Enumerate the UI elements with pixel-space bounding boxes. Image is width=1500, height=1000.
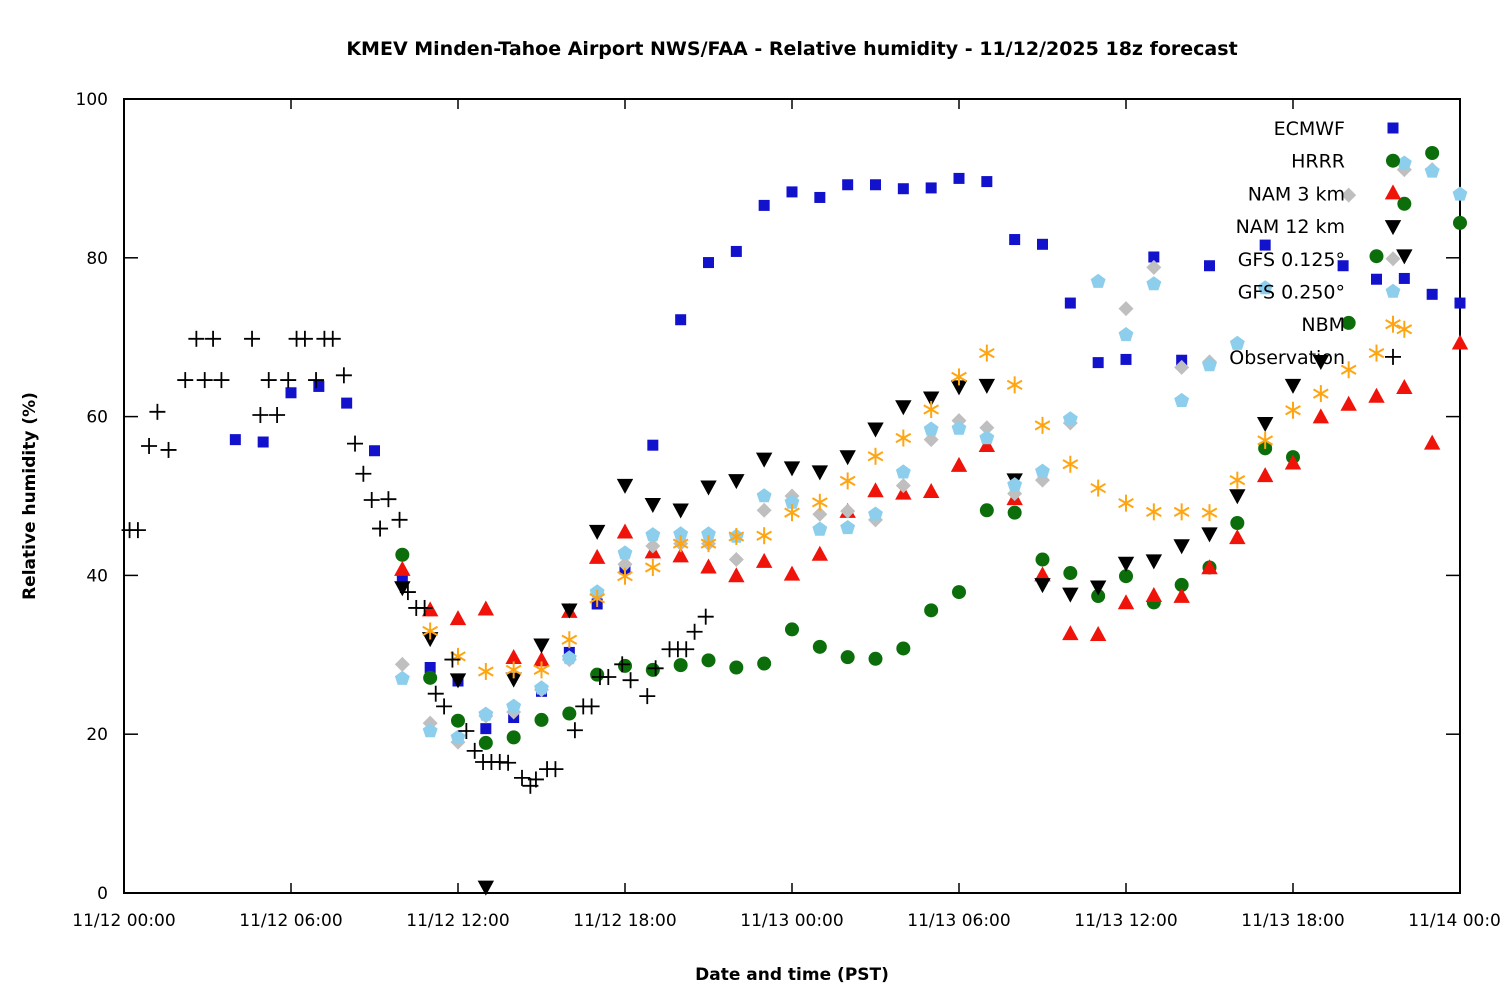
x-tick-label: 11/13 12:00 xyxy=(1074,911,1177,931)
legend-label: ECMWF xyxy=(1274,118,1345,140)
y-tick-label: 40 xyxy=(86,566,108,586)
legend-label: HRRR xyxy=(1291,151,1345,173)
series-nbm xyxy=(422,320,1413,680)
x-axis-label: Date and time (PST) xyxy=(695,965,889,985)
y-tick-label: 100 xyxy=(76,90,108,110)
y-tick-label: 20 xyxy=(86,725,108,745)
x-tick-label: 11/12 06:00 xyxy=(239,911,342,931)
legend-item-nbm: NBM xyxy=(1301,314,1401,336)
y-tick-label: 80 xyxy=(86,249,108,269)
x-tick-label: 11/13 06:00 xyxy=(907,911,1010,931)
legend-label: GFS 0.125° xyxy=(1238,249,1345,271)
x-tick-label: 11/12 12:00 xyxy=(406,911,509,931)
series-nam-3-km xyxy=(394,334,1469,667)
series-hrrr xyxy=(395,145,1467,750)
series-gfs-0-250- xyxy=(394,155,1468,744)
chart-title: KMEV Minden-Tahoe Airport NWS/FAA - Rela… xyxy=(346,38,1238,60)
legend-label: NAM 3 km xyxy=(1248,183,1345,205)
x-tick-label: 11/12 00:00 xyxy=(72,911,175,931)
y-tick-label: 60 xyxy=(86,408,108,428)
legend-label: NAM 12 km xyxy=(1236,216,1345,238)
legend: ECMWF HRRR NAM 3 km NAM 12 km GFS 0.125° GFS … xyxy=(1229,118,1402,369)
legend-label: Observation xyxy=(1229,347,1345,369)
legend-item-nam-12-km: NAM 12 km xyxy=(1236,216,1402,238)
x-tick-label: 11/12 18:00 xyxy=(573,911,676,931)
x-axis-ticks: 11/12 00:00 11/12 06:00 11/12 12:00 11/12 1… xyxy=(72,99,1500,931)
series-observation xyxy=(121,330,714,794)
series-nam-12-km xyxy=(394,249,1413,896)
legend-label: GFS 0.250° xyxy=(1238,282,1345,304)
legend-item-hrrr: HRRR xyxy=(1291,151,1400,173)
y-axis-ticks: 0 20 40 60 80 100 xyxy=(76,90,1460,904)
legend-item-ecmwf: ECMWF xyxy=(1274,118,1399,140)
legend-item-gfs-0-125-: GFS 0.125° xyxy=(1238,249,1401,271)
y-tick-label: 0 xyxy=(97,884,108,904)
legend-item-nam-3-km: NAM 3 km xyxy=(1248,183,1402,205)
legend-label: NBM xyxy=(1301,314,1345,336)
x-tick-label: 11/13 00:00 xyxy=(740,911,843,931)
legend-item-gfs-0-250-: GFS 0.250° xyxy=(1238,282,1401,304)
x-tick-label: 11/13 18:00 xyxy=(1241,911,1344,931)
legend-item-observation: Observation xyxy=(1229,347,1401,369)
x-tick-label: 11/14 00:00 xyxy=(1408,911,1500,931)
